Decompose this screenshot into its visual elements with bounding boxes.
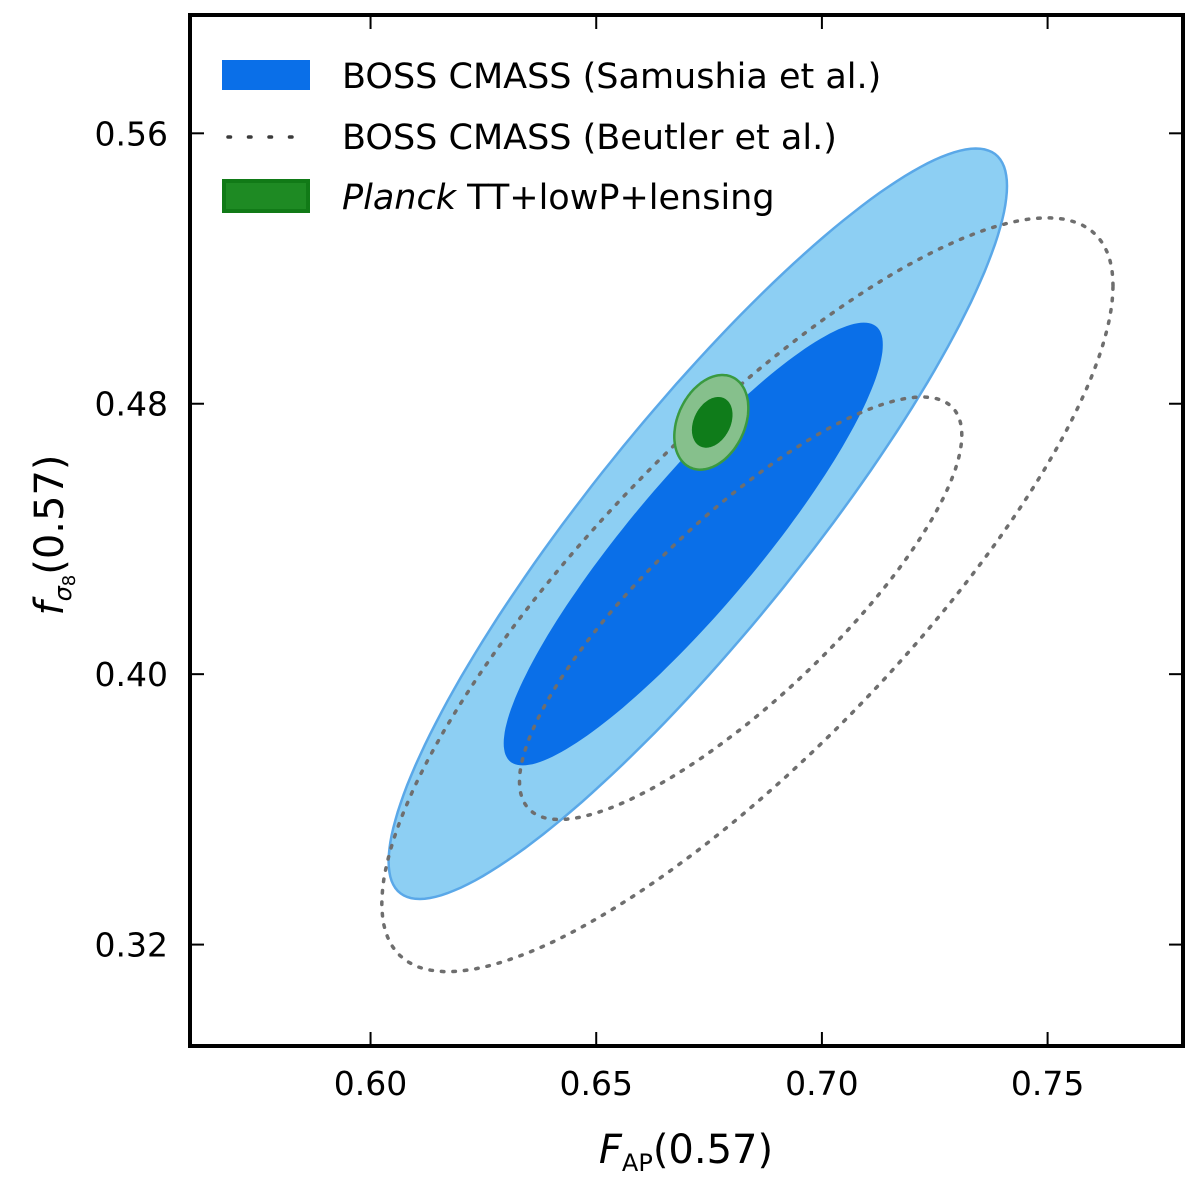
y-tick-label: 0.48: [95, 385, 168, 424]
x-axis-label: FAP(0.57): [599, 1127, 773, 1177]
contour-series-2-68pct: [691, 397, 733, 448]
legend-label-planck-italic: Planck: [342, 178, 458, 218]
y-axis-label-subsub: 8: [59, 575, 80, 586]
x-tick-label: 0.60: [334, 1064, 407, 1103]
contour-series-1-68pct: [517, 395, 964, 822]
y-tick-label: 0.32: [95, 926, 168, 965]
legend-swatch-planck: [222, 179, 310, 213]
y-tick-label: 0.56: [95, 114, 168, 153]
y-tick-label: 0.40: [95, 655, 168, 694]
legend-label-planck: Planck TT+lowP+lensing: [342, 178, 775, 218]
x-axis-label-sub: AP: [622, 1149, 653, 1177]
legend-swatch-samushia: [222, 60, 310, 90]
contour-series-0-68pct: [503, 322, 883, 766]
y-axis-label-sub: σ: [49, 585, 77, 601]
svg-text:FAP(0.57): FAP(0.57): [599, 1127, 773, 1177]
legend-label-planck-rest: TT+lowP+lensing: [456, 178, 775, 218]
legend-label-samushia: BOSS CMASS (Samushia et al.): [342, 57, 881, 97]
contours-layer: [380, 147, 1115, 974]
y-axis-label: fσ8(0.57): [27, 454, 80, 615]
contour-series-1-95pct: [380, 216, 1115, 974]
x-axis-label-suffix: (0.57): [653, 1127, 773, 1173]
legend-label-beutler: BOSS CMASS (Beutler et al.): [342, 118, 837, 158]
x-tick-label: 0.70: [785, 1064, 858, 1103]
plot-frame: [188, 13, 1185, 1048]
legend: BOSS CMASS (Samushia et al.) BOSS CMASS …: [222, 57, 881, 218]
axis-ticks: 0.60 0.65 0.70 0.75 0.32 0.40 0.48 0.56: [95, 15, 1183, 1103]
x-tick-label: 0.65: [559, 1064, 632, 1103]
y-axis-label-suffix: (0.57): [27, 454, 73, 574]
x-tick-label: 0.75: [1011, 1064, 1084, 1103]
svg-text:fσ8(0.57): fσ8(0.57): [27, 454, 80, 615]
x-axis-label-main: F: [599, 1127, 623, 1173]
